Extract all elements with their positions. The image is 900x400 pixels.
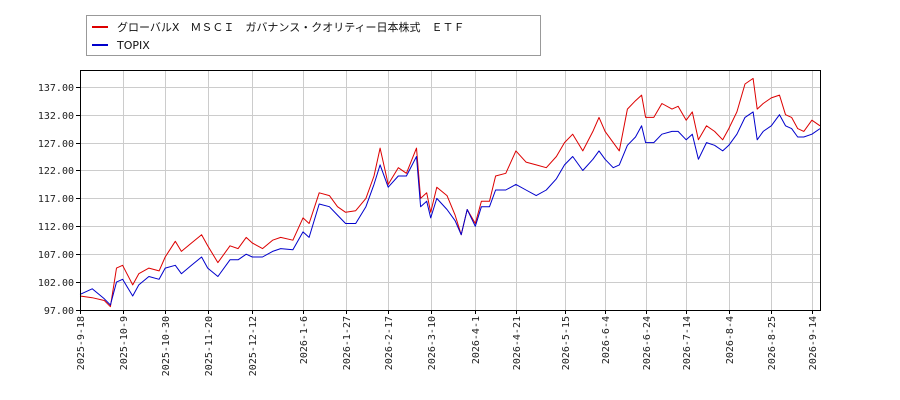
y-tick-label: 137.00 — [38, 83, 74, 94]
legend: グローバルX ＭＳＣＩ ガバナンス・クオリティー日本株式 ＥＴＦ TOPIX — [86, 15, 541, 56]
y-tick-label: 112.00 — [38, 222, 74, 233]
y-axis: 97.00 102.00 107.00 112.00 117.00 122.00 127.0… — [38, 83, 80, 317]
y-tick-label: 107.00 — [38, 250, 74, 261]
x-tick-label: 2026-4-21 — [512, 316, 523, 370]
x-tick-label: 2026-1-27 — [342, 316, 353, 370]
x-tick-label: 2025-9-18 — [76, 316, 87, 370]
x-tick-label: 2026-6-24 — [642, 316, 653, 370]
grid-lines — [80, 70, 820, 311]
x-tick-label: 2026-8-4 — [725, 316, 736, 364]
series-line-etf — [79, 77, 821, 308]
x-tick-label: 2026-8-25 — [767, 316, 778, 370]
plot-frame — [80, 70, 821, 311]
x-tick-label: 2026-7-14 — [682, 316, 693, 370]
y-tick-label: 127.00 — [38, 139, 74, 150]
x-tick-label: 2026-2-17 — [384, 316, 395, 370]
x-tick-label: 2026-3-10 — [427, 316, 438, 370]
x-tick-label: 2025-12-12 — [248, 316, 259, 376]
x-tick-label: 2025-11-20 — [204, 316, 215, 376]
legend-box — [86, 15, 541, 56]
y-tick-label: 132.00 — [38, 111, 74, 122]
legend-label-topix: TOPIX — [116, 39, 150, 52]
y-tick-label: 122.00 — [38, 166, 74, 177]
x-tick-label: 2026-5-15 — [561, 316, 572, 370]
y-tick-label: 102.00 — [38, 278, 74, 289]
series-line-topix — [79, 111, 821, 306]
legend-label-etf: グローバルX ＭＳＣＩ ガバナンス・クオリティー日本株式 ＥＴＦ — [117, 20, 465, 34]
x-tick-label: 2025-10-9 — [119, 316, 130, 370]
x-tick-label: 2025-10-30 — [161, 316, 172, 376]
series-lines — [79, 77, 821, 308]
y-tick-label: 97.00 — [44, 306, 74, 317]
y-tick-label: 117.00 — [38, 194, 74, 205]
x-tick-label: 2026-6-4 — [601, 316, 612, 364]
x-tick-label: 2026-1-6 — [299, 316, 310, 364]
x-tick-label: 2026-4-1 — [471, 316, 482, 364]
x-tick-label: 2026-9-14 — [808, 316, 819, 370]
x-axis: 2025-9-18 2025-10-9 2025-10-30 2025-11-20 20… — [76, 310, 819, 376]
